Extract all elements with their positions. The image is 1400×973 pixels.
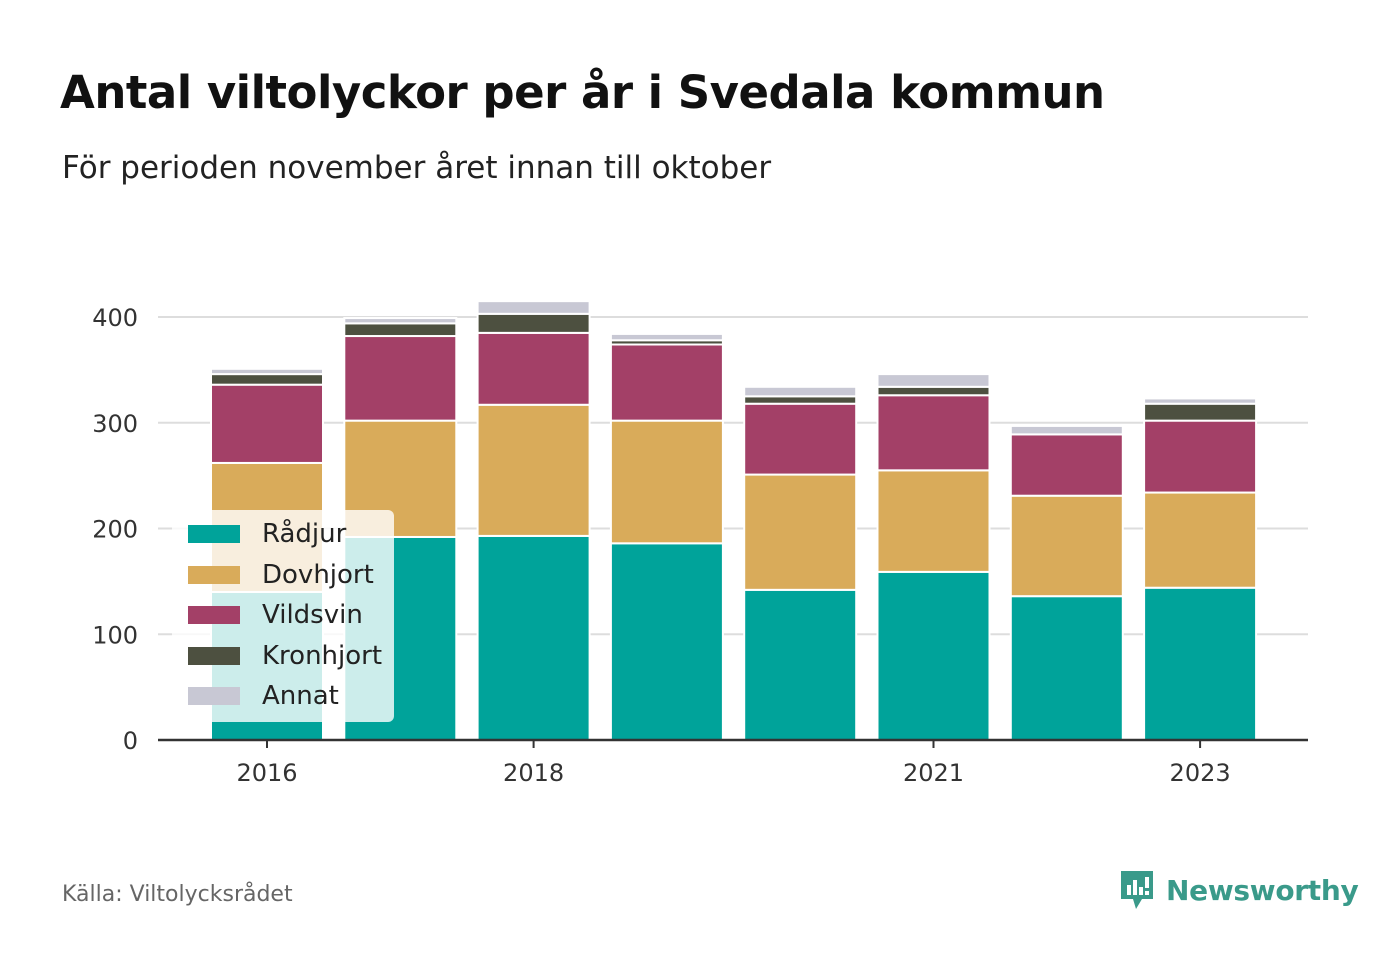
bar-segment: [1009, 424, 1124, 436]
legend-label: Vildsvin: [262, 600, 363, 630]
bar-segment: [1143, 491, 1258, 589]
legend-label: Dovhjort: [262, 559, 374, 590]
chart-subtitle: För perioden november året innan till ok…: [62, 150, 772, 186]
legend-item: Kronhjort: [188, 641, 382, 671]
bar-segment: [1143, 397, 1258, 405]
x-tick-label: 2016: [236, 759, 297, 787]
legend-item: Dovhjort: [188, 560, 374, 590]
bar-segment: [743, 385, 858, 398]
bar-segment: [1143, 419, 1258, 494]
bar-segment: [1143, 586, 1258, 741]
bar-segment: [876, 394, 991, 472]
newsworthy-icon: [1121, 871, 1153, 909]
bar-segment: [1009, 595, 1124, 741]
legend-label: Kronhjort: [262, 640, 383, 671]
bar-segment: [476, 534, 591, 742]
bar-segment: [743, 473, 858, 591]
bar-segment: [343, 317, 458, 325]
bar-segment: [743, 395, 858, 405]
legend-item: Vildsvin: [188, 600, 363, 630]
bar-segment: [210, 367, 324, 376]
legend-item: Annat: [188, 681, 339, 711]
legend-swatch: [188, 606, 240, 624]
legend-label: Rådjur: [262, 519, 347, 549]
bar-segment: [210, 383, 324, 464]
bar-segment: [876, 570, 991, 741]
bar-segment: [1009, 433, 1124, 497]
y-tick-label: 200: [92, 516, 138, 544]
y-tick-label: 0: [123, 727, 138, 755]
y-tick-label: 300: [92, 410, 138, 438]
legend-swatch: [188, 525, 240, 543]
bar-segment: [609, 419, 724, 545]
bar-segment: [609, 332, 724, 342]
legend-label: Annat: [262, 681, 339, 711]
legend-swatch: [188, 565, 240, 584]
bar-segment: [343, 322, 458, 338]
x-tick-label: 2018: [503, 759, 564, 787]
legend-swatch: [188, 646, 240, 665]
bar-segment: [476, 331, 591, 406]
bar-segment: [743, 588, 858, 742]
bar-segment: [876, 385, 991, 397]
bar-segment: [609, 542, 724, 741]
bar-segment: [876, 373, 991, 388]
bar-segment: [1143, 402, 1258, 422]
legend-item: Rådjur: [188, 519, 346, 549]
bar-segment: [876, 469, 991, 573]
y-tick-label: 400: [92, 304, 138, 332]
bar-segment: [1009, 494, 1124, 598]
legend: Rådjur Dovhjort Vildsvin Kronhjort Annat: [172, 510, 394, 722]
bar-segment: [476, 300, 591, 315]
bar-segment: [476, 312, 591, 334]
x-tick-label: 2023: [1170, 759, 1231, 787]
bar-segment: [210, 373, 324, 386]
bar-segment: [343, 335, 458, 422]
y-tick-label: 100: [92, 621, 138, 649]
brand-name: Newsworthy: [1166, 873, 1359, 907]
bar-segment: [476, 403, 591, 537]
legend-swatch: [188, 687, 240, 705]
source-note: Källa: Viltolycksrådet: [62, 882, 293, 907]
bar-segment: [609, 343, 724, 422]
x-tick-label: 2021: [903, 759, 964, 787]
bar-segment: [743, 402, 858, 476]
chart-title: Antal viltolyckor per år i Svedala kommu…: [60, 66, 1105, 119]
brand-logo: Newsworthy: [1118, 868, 1359, 912]
